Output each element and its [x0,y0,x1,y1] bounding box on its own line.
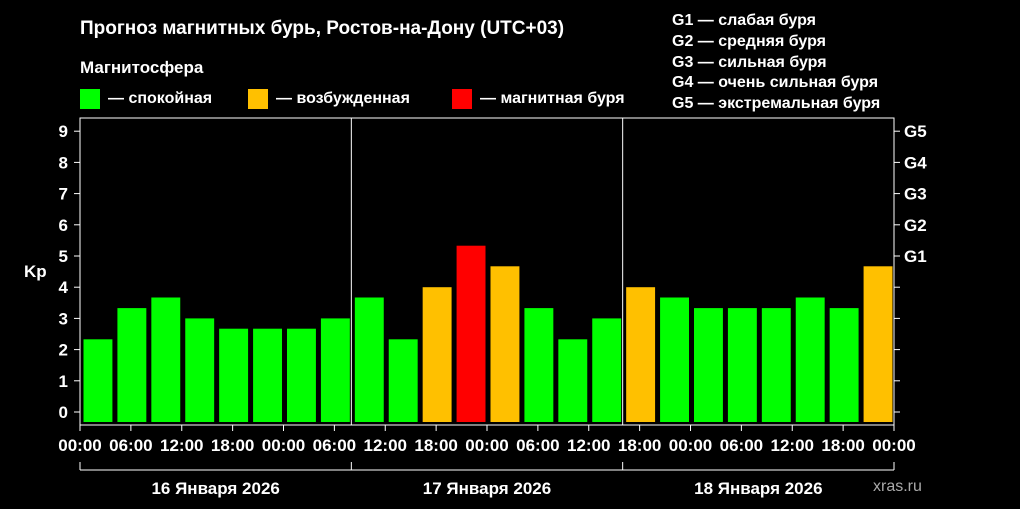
kp-bar [185,318,215,422]
kp-bar [388,339,418,422]
x-tick-label: 18:00 [821,436,864,455]
storm-level-label: G1 [904,247,927,266]
x-tick-label: 00:00 [58,436,101,455]
y-tick-label: 0 [59,403,68,422]
x-tick-label: 12:00 [364,436,407,455]
storm-level-label: G5 [904,122,927,141]
kp-bar [287,328,316,422]
x-tick-label: 18:00 [211,436,254,455]
y-axis-label: Kp [24,262,47,281]
x-tick-label: 00:00 [872,436,915,455]
watermark: xras.ru [873,478,922,495]
kp-bar [829,308,859,422]
x-tick-label: 12:00 [160,436,203,455]
x-tick-label: 18:00 [414,436,457,455]
kp-bar [660,297,689,422]
kp-bar [761,308,791,422]
legend-swatch-storm [452,89,472,109]
chart-title: Прогноз магнитных бурь, Ростов-на-Дону (… [80,18,565,39]
x-tick-label: 00:00 [262,436,305,455]
storm-scale-g5: G5 — экстремальная буря [672,95,881,112]
kp-bar [558,339,588,422]
storm-level-label: G4 [904,153,927,172]
kp-bar [320,318,350,422]
x-tick-label: 12:00 [771,436,814,455]
y-tick-label: 5 [59,247,68,266]
kp-bar [524,308,554,422]
legend-label-storm: — магнитная буря [480,90,625,107]
kp-bar [795,297,825,422]
y-tick-label: 7 [59,185,68,204]
x-tick-label: 06:00 [109,436,152,455]
legend-label-quiet: — спокойная [108,90,213,107]
section-label: Магнитосфера [80,58,204,77]
kp-bar [592,318,622,422]
y-tick-label: 3 [59,309,68,328]
y-tick-label: 1 [59,372,68,391]
storm-scale-g4: G4 — очень сильная буря [672,74,879,91]
kp-bar [253,328,282,422]
x-tick-label: 00:00 [465,436,508,455]
kp-bar [83,339,113,422]
x-tick-label: 06:00 [720,436,763,455]
y-tick-label: 8 [59,153,68,172]
kp-bar [490,266,520,422]
kp-bar [456,245,486,422]
kp-bar [117,308,147,422]
day-label: 17 Января 2026 [423,479,551,498]
day-label: 16 Января 2026 [151,479,279,498]
kp-bar [863,266,893,422]
kp-bar [626,287,656,422]
storm-level-label: G2 [904,216,927,235]
kp-bar [354,297,384,422]
x-tick-label: 00:00 [669,436,712,455]
x-tick-label: 06:00 [313,436,356,455]
x-tick-label: 18:00 [618,436,661,455]
legend-swatch-active [248,89,268,109]
storm-level-label: G3 [904,185,927,204]
storm-scale-g1: G1 — слабая буря [672,12,817,29]
kp-bar [422,287,452,422]
day-label: 18 Января 2026 [694,479,822,498]
storm-scale-g2: G2 — средняя буря [672,33,826,50]
storm-scale-g3: G3 — сильная буря [672,54,827,71]
y-tick-label: 6 [59,216,68,235]
y-tick-label: 4 [59,278,69,297]
kp-bar [727,308,757,422]
legend-label-active: — возбужденная [276,90,410,107]
y-tick-label: 2 [59,341,68,360]
y-tick-label: 9 [59,122,68,141]
x-tick-label: 06:00 [516,436,559,455]
x-tick-label: 12:00 [567,436,610,455]
legend-swatch-quiet [80,89,100,109]
kp-bar [219,328,249,422]
kp-bar [694,308,723,422]
kp-bar [151,297,181,422]
